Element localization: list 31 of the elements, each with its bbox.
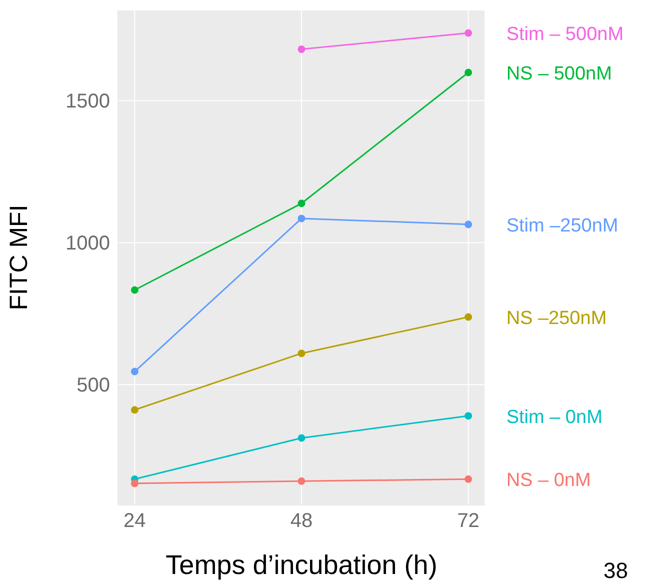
- x-axis-title: Temps d’incubation (h): [166, 550, 438, 580]
- series-label: Stim –250nM: [506, 215, 618, 236]
- point: [464, 313, 472, 321]
- series-label: NS –250nM: [506, 308, 607, 329]
- point: [298, 214, 306, 222]
- point: [298, 200, 306, 208]
- point: [464, 412, 472, 420]
- text: 38: [604, 558, 628, 584]
- point: [130, 368, 138, 376]
- y-axis-title: FITC MFI: [4, 204, 33, 310]
- point: [298, 477, 306, 485]
- point: [464, 29, 472, 37]
- point: [464, 68, 472, 76]
- series-label: Stim – 500nM: [506, 24, 624, 46]
- y-tick-label: 500: [76, 374, 110, 397]
- point: [130, 480, 138, 488]
- point: [464, 475, 472, 483]
- point: [464, 220, 472, 228]
- y-tick-label: 1500: [66, 90, 110, 113]
- x-tick-label: 24: [124, 510, 146, 532]
- point: [130, 406, 138, 414]
- x-tick-label: 72: [457, 510, 480, 532]
- y-tick-label: 1000: [66, 232, 110, 255]
- series-label: Stim – 0nM: [506, 406, 602, 428]
- point: [298, 350, 306, 358]
- point: [298, 45, 306, 53]
- series-label: NS – 0nM: [506, 470, 591, 492]
- point: [130, 286, 138, 294]
- series-label: NS – 500nM: [506, 63, 612, 84]
- point: [298, 434, 306, 442]
- x-tick-label: 48: [290, 510, 313, 532]
